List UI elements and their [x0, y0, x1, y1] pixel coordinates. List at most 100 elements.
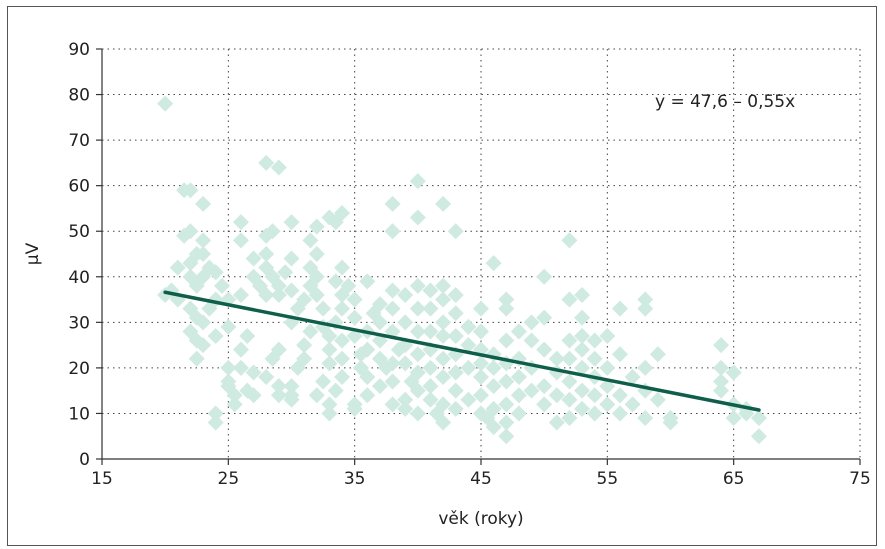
data-point [327, 273, 344, 290]
data-point [283, 378, 300, 395]
data-point [334, 369, 351, 385]
data-point [308, 246, 325, 262]
y-tick-label: 30 [68, 313, 90, 333]
data-point [523, 332, 540, 349]
data-point [473, 323, 489, 340]
data-point [409, 364, 426, 381]
data-point [473, 369, 489, 385]
data-point [409, 382, 426, 399]
data-point [321, 355, 338, 372]
data-point [283, 250, 300, 267]
data-point [346, 400, 363, 417]
data-point [283, 391, 300, 408]
y-axis-label: µV [23, 242, 43, 265]
data-point [611, 300, 628, 317]
data-point [359, 341, 376, 358]
data-point [574, 382, 591, 399]
y-tick-label: 60 [68, 177, 90, 197]
data-point [422, 378, 439, 395]
data-point [321, 396, 338, 413]
y-tick-label: 90 [68, 40, 90, 60]
data-point [561, 410, 578, 426]
data-point [334, 350, 351, 367]
data-point [277, 264, 294, 281]
data-point [409, 346, 426, 363]
data-point [232, 232, 249, 249]
data-point [447, 223, 464, 240]
data-point [302, 232, 319, 249]
data-point [169, 259, 186, 276]
data-point [409, 300, 426, 317]
data-point [308, 268, 325, 285]
data-point [473, 387, 489, 404]
data-point [321, 341, 338, 358]
data-point [258, 154, 275, 171]
data-point [435, 195, 452, 212]
data-point [308, 287, 325, 303]
data-point [397, 391, 414, 408]
data-point [447, 400, 464, 417]
data-point [435, 291, 452, 308]
data-point [384, 396, 401, 413]
data-point [637, 300, 654, 317]
data-point [574, 309, 591, 326]
data-point [586, 405, 603, 422]
data-point [523, 382, 540, 399]
x-tick-label: 25 [218, 469, 240, 489]
data-point [220, 318, 237, 335]
data-point [157, 287, 174, 303]
data-point [599, 396, 616, 413]
data-point [435, 314, 452, 331]
data-point [409, 173, 426, 190]
data-point [548, 350, 565, 367]
data-point [270, 378, 287, 395]
data-point [611, 405, 628, 422]
data-point [182, 182, 199, 199]
data-point [195, 232, 212, 249]
data-point [232, 287, 249, 303]
data-point [586, 387, 603, 404]
data-point [232, 341, 249, 358]
data-point [334, 259, 351, 276]
data-point [232, 359, 249, 376]
data-point [523, 314, 540, 331]
chart-frame [7, 6, 877, 546]
data-point [340, 277, 357, 294]
data-point [561, 391, 578, 408]
data-point [649, 391, 666, 408]
data-point [574, 359, 591, 376]
data-point [384, 282, 401, 299]
data-point [510, 387, 527, 404]
data-point [548, 414, 565, 431]
data-point [283, 282, 300, 299]
data-point [220, 359, 237, 376]
data-point [498, 396, 515, 413]
data-point [296, 350, 313, 367]
data-point [422, 282, 439, 299]
data-point [371, 296, 388, 313]
data-point [574, 328, 591, 344]
data-point [611, 387, 628, 404]
y-tick-label: 10 [68, 404, 90, 424]
data-point [510, 323, 527, 340]
data-point [245, 364, 262, 381]
data-point [207, 328, 224, 344]
data-point [548, 387, 565, 404]
data-point [498, 332, 515, 349]
data-point [561, 291, 578, 308]
y-tick-label: 40 [68, 268, 90, 288]
data-point [371, 314, 388, 331]
x-axis-label: věk (roky) [438, 509, 523, 529]
data-point [334, 300, 351, 317]
data-point [649, 346, 666, 363]
data-point [485, 400, 502, 417]
data-point [264, 350, 281, 367]
data-point [371, 378, 388, 395]
data-point [422, 359, 439, 376]
data-point [498, 428, 515, 445]
data-point [258, 246, 275, 262]
data-point [473, 300, 489, 317]
data-point [182, 223, 199, 240]
axes [96, 48, 861, 465]
data-point [435, 396, 452, 413]
